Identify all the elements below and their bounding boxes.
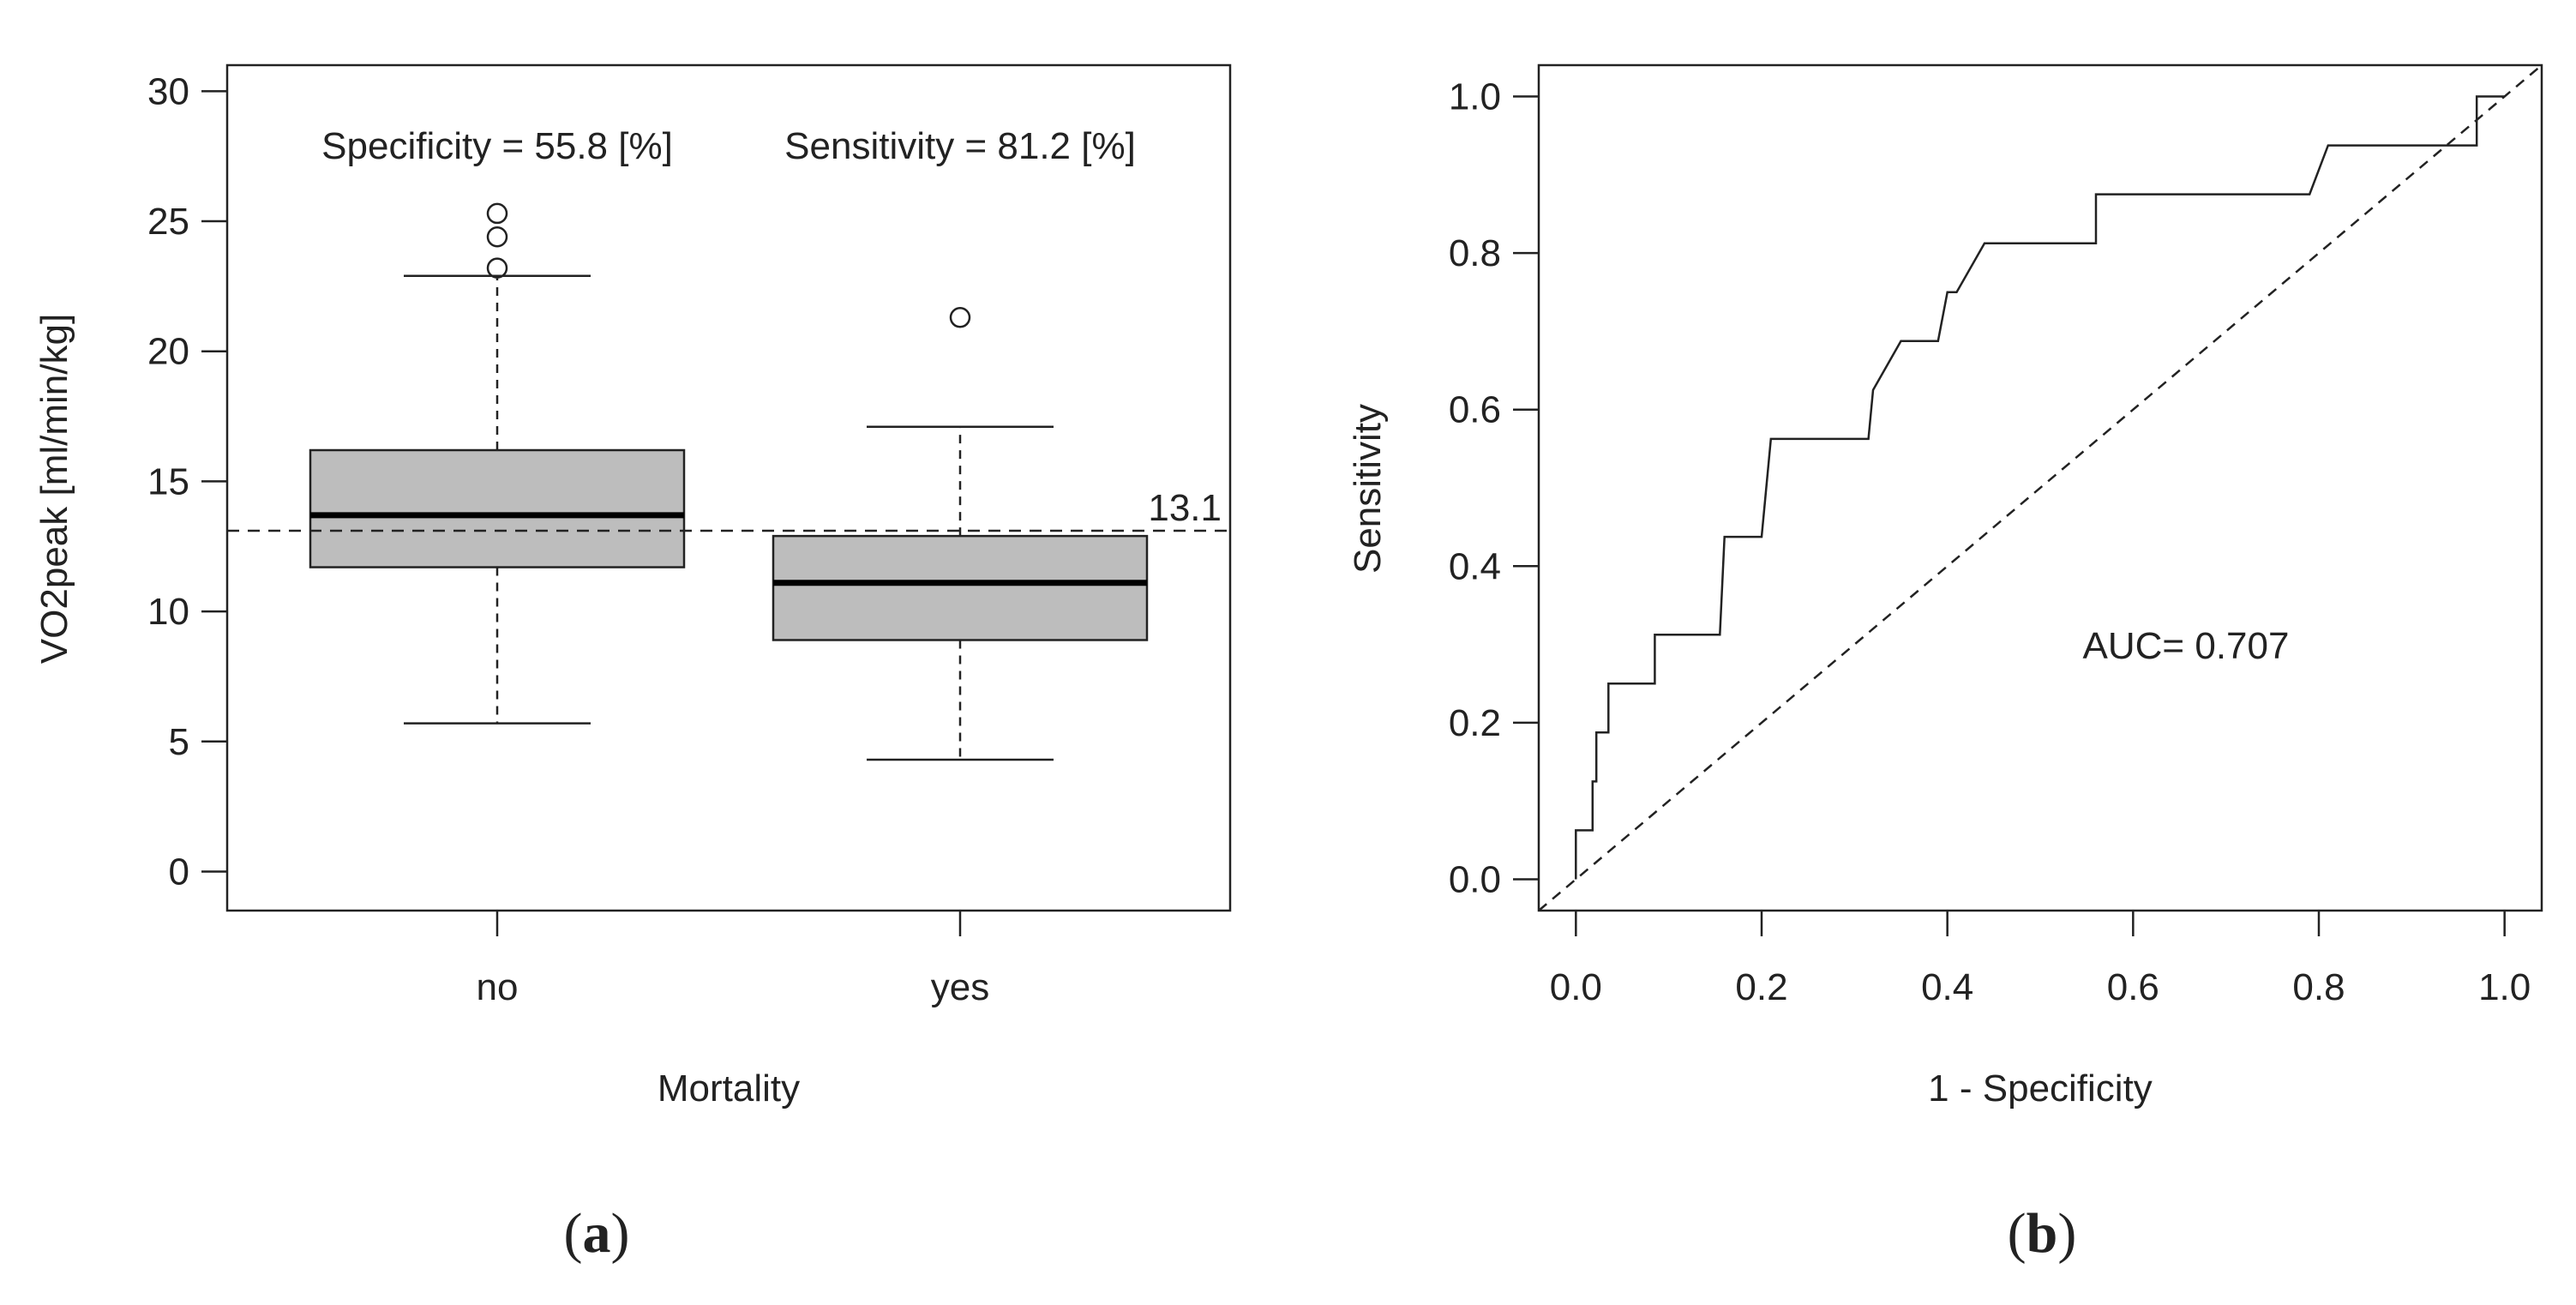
x-axis-title: 1 - Specificity xyxy=(1928,1067,2153,1110)
outlier-point xyxy=(949,307,971,328)
y-tick-label: 15 xyxy=(147,460,189,502)
x-tick-label: 1.0 xyxy=(2478,966,2531,1008)
chance-diagonal-line xyxy=(1538,64,2543,911)
y-tick-label: 0.2 xyxy=(1449,702,1501,744)
iqr-box xyxy=(309,448,686,568)
y-tick-label: 5 xyxy=(169,721,189,763)
roc-panel: 0.0 0.2 0.4 0.6 0.8 1.0 0.0 0.2 0.4 0.6 0.8 1.0 AU… xyxy=(1347,63,2543,1265)
x-axis: no yes xyxy=(477,911,989,1008)
x-tick-label: 0.4 xyxy=(1921,966,1973,1008)
box-yes xyxy=(772,307,1149,761)
auc-annotation: AUC= 0.707 xyxy=(2083,625,2290,667)
y-tick-label: 1.0 xyxy=(1449,76,1501,118)
y-tick-label: 0 xyxy=(169,851,189,893)
iqr-box xyxy=(772,534,1149,641)
x-tick-label: 0.2 xyxy=(1735,966,1787,1008)
x-axis-title: Mortality xyxy=(658,1067,800,1110)
y-axis: 0 5 10 15 20 25 30 xyxy=(147,70,227,893)
y-tick-label: 0.4 xyxy=(1449,545,1501,587)
y-tick-label: 0.6 xyxy=(1449,389,1501,431)
y-tick-label: 30 xyxy=(147,70,189,112)
x-tick-label: 0.0 xyxy=(1550,966,1602,1008)
box-no xyxy=(309,202,686,725)
y-axis-title: Sensitivity xyxy=(1347,404,1389,574)
y-tick-label: 0.8 xyxy=(1449,232,1501,274)
panel-label-a: (a) xyxy=(564,1202,630,1265)
x-tick-label: 0.8 xyxy=(2292,966,2345,1008)
x-tick-label: no xyxy=(477,966,519,1008)
y-axis-title: VO2peak [ml/min/kg] xyxy=(33,314,75,664)
specificity-annotation: Specificity = 55.8 [%] xyxy=(321,125,673,167)
outlier-point xyxy=(486,226,508,248)
outlier-point xyxy=(486,257,508,279)
y-tick-label: 0.0 xyxy=(1449,858,1501,900)
roc-lines xyxy=(1538,64,2543,911)
outlier-point xyxy=(486,202,508,225)
y-tick-label: 10 xyxy=(147,591,189,633)
boxplot-panel: 0 5 10 15 20 25 30 no yes 13.1 Specificity = 55… xyxy=(33,63,1232,1265)
boxes xyxy=(309,202,1149,761)
plot-frame xyxy=(225,63,1232,912)
sensitivity-annotation: Sensitivity = 81.2 [%] xyxy=(784,125,1136,167)
roc-curve xyxy=(1575,95,2505,880)
cutoff-label: 13.1 xyxy=(1148,487,1222,529)
cutoff-line: 13.1 xyxy=(227,487,1230,532)
x-tick-label: yes xyxy=(931,966,989,1008)
panel-label-b: (b) xyxy=(2008,1202,2077,1265)
x-tick-label: 0.6 xyxy=(2107,966,2159,1008)
x-axis: 0.0 0.2 0.4 0.6 0.8 1.0 xyxy=(1550,911,2531,1008)
y-axis: 0.0 0.2 0.4 0.6 0.8 1.0 xyxy=(1449,76,1539,900)
y-tick-label: 25 xyxy=(147,201,189,243)
plot-frame xyxy=(1537,63,2543,912)
y-tick-label: 20 xyxy=(147,331,189,373)
